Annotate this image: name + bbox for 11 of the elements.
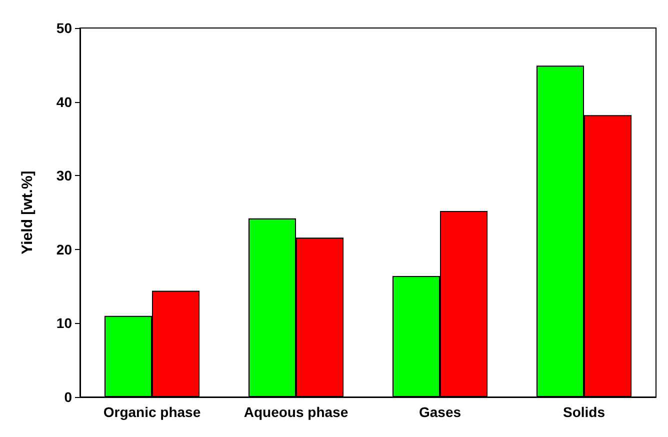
y-tick-label: 20 xyxy=(56,241,72,258)
x-tick-label: Aqueous phase xyxy=(244,404,348,420)
y-tick-label: 30 xyxy=(56,168,72,184)
x-tick-label: Gases xyxy=(418,404,462,420)
y-tick-label: 0 xyxy=(64,389,72,405)
y-tick-label: 40 xyxy=(56,94,72,110)
x-tick-label: Organic phase xyxy=(103,404,201,420)
y-tick-label: 50 xyxy=(56,20,72,36)
y-axis-title: Yield [wt.%] xyxy=(19,170,36,254)
x-tick-label: Solids xyxy=(562,404,606,420)
y-tick-label: 10 xyxy=(56,315,72,332)
